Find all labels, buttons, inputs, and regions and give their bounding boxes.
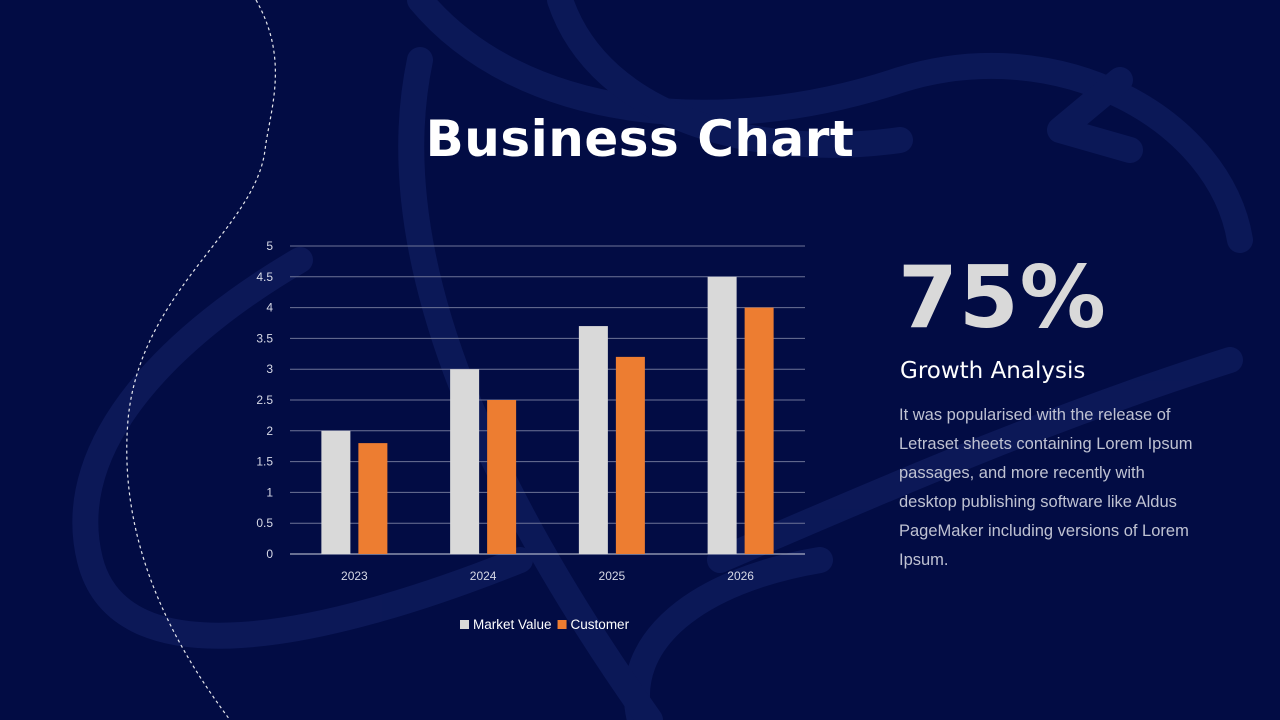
- x-tick-label: 2025: [599, 569, 626, 583]
- bar-customer-2023: [358, 443, 388, 554]
- bar-market-value-2025: [578, 326, 608, 554]
- bar-market-value-2026: [707, 276, 737, 554]
- legend-swatch: [460, 620, 469, 629]
- y-tick-label: 0: [266, 547, 273, 561]
- x-tick-label: 2023: [341, 569, 368, 583]
- y-tick-label: 1: [266, 485, 273, 499]
- stat-value: 75%: [898, 248, 1107, 348]
- bars: [321, 276, 774, 554]
- legend-label: Market Value: [473, 617, 552, 632]
- legend-label: Customer: [571, 617, 630, 632]
- slide-title: Business Chart: [425, 110, 855, 168]
- y-axis-labels: 0 0.5 1 1.5 2 2.5 3 3.5 4 4.5 5: [256, 239, 273, 561]
- bar-market-value-2024: [450, 369, 480, 554]
- bar-customer-2026: [744, 307, 774, 554]
- stat-body: It was popularised with the release of L…: [899, 406, 1193, 569]
- y-tick-label: 2.5: [256, 393, 273, 407]
- x-tick-label: 2024: [470, 569, 497, 583]
- y-tick-label: 2: [266, 424, 273, 438]
- y-tick-label: 4.5: [256, 270, 273, 284]
- bar-customer-2025: [615, 356, 645, 554]
- bar-market-value-2023: [321, 430, 351, 554]
- x-axis-labels: 2023 2024 2025 2026: [341, 569, 754, 583]
- y-tick-label: 5: [266, 239, 273, 253]
- y-tick-label: 0.5: [256, 516, 273, 530]
- legend: Market Value Customer: [460, 617, 630, 632]
- y-tick-label: 4: [266, 301, 273, 315]
- legend-swatch: [557, 620, 567, 629]
- x-tick-label: 2026: [727, 569, 754, 583]
- y-tick-label: 3.5: [256, 331, 273, 345]
- y-tick-label: 3: [266, 362, 273, 376]
- bar-customer-2024: [487, 400, 517, 554]
- y-tick-label: 1.5: [256, 455, 273, 469]
- stat-heading: Growth Analysis: [900, 358, 1086, 384]
